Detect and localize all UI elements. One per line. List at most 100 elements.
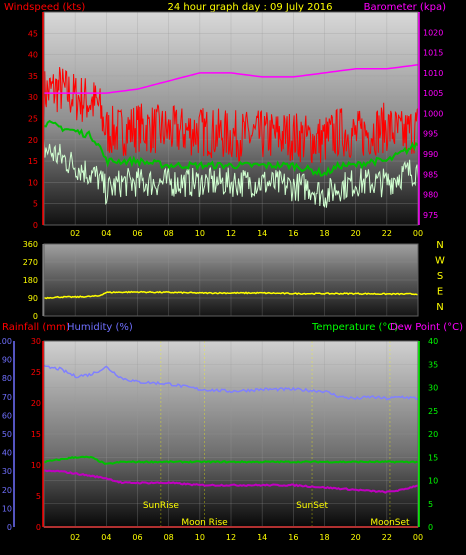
windspeed-tick-label: 35: [28, 72, 38, 81]
dewpoint-axis-title: Dew Point (°C): [390, 322, 463, 333]
barometer-tick-label: 1005: [423, 89, 443, 98]
chart-title: 24 hour graph day : 09 July 2016: [167, 2, 332, 13]
wind-x-tick-label: 04: [101, 229, 111, 238]
climate-x-tick-label: 00: [413, 533, 423, 542]
temperature-tick-label: 5: [428, 500, 433, 509]
wind-x-tick-label: 16: [288, 229, 298, 238]
windspeed-tick-label: 40: [28, 51, 38, 60]
windspeed-tick-label: 45: [28, 29, 38, 38]
climate-x-tick-label: 08: [164, 533, 174, 542]
wind-x-tick-label: 06: [132, 229, 142, 238]
climate-x-tick-label: 18: [319, 533, 329, 542]
wind-panel-series: [43, 63, 419, 208]
rainfall-axis-title: Rainfall (mm): [2, 322, 70, 333]
rainfall-tick-label: 20: [31, 399, 41, 408]
compass-letter: E: [437, 287, 443, 298]
barometer-series: [44, 63, 419, 94]
wind-x-tick-label: 20: [351, 229, 361, 238]
humidity-axis-title: Humidity (%): [67, 322, 133, 333]
barometer-tick-label: 1000: [423, 109, 443, 118]
wind-direction-series: [44, 290, 419, 300]
temperature-tick-label: 40: [428, 337, 438, 346]
climate-x-tick-label: 12: [226, 533, 236, 542]
temperature-tick-label: 20: [428, 430, 438, 439]
wind-panel-ticks: 0510152025303540459759809859909951000100…: [28, 28, 444, 238]
humidity-tick-label: 30: [2, 467, 12, 476]
rainfall-tick-label: 30: [31, 337, 41, 346]
humidity-tick-label: 50: [2, 430, 12, 439]
humidity-tick-label: 40: [2, 449, 12, 458]
climate-x-tick-label: 20: [351, 533, 361, 542]
wind-x-tick-label: 02: [70, 229, 80, 238]
wind-low-series: [43, 138, 419, 208]
climate-x-tick-label: 22: [382, 533, 392, 542]
humidity-tick-label: 90: [2, 356, 12, 365]
direction-tick-label: 90: [28, 294, 38, 303]
wind-x-tick-label: 00: [413, 229, 423, 238]
climate-x-tick-label: 14: [257, 533, 267, 542]
rainfall-tick-label: 10: [31, 461, 41, 470]
climate-x-tick-label: 04: [101, 533, 111, 542]
direction-tick-label: 0: [33, 312, 38, 321]
barometer-tick-label: 985: [423, 170, 438, 179]
rainfall-tick-label: 15: [31, 430, 41, 439]
windspeed-tick-label: 15: [28, 157, 38, 166]
wind-panel-frame: [43, 11, 419, 226]
compass-letter: W: [435, 256, 445, 267]
temperature-axis-title: Temperature (°C): [311, 322, 398, 333]
barometer-tick-label: 1020: [423, 28, 443, 37]
windspeed-axis-title: Windspeed (kts): [4, 2, 85, 13]
temperature-tick-label: 25: [428, 407, 438, 416]
climate-panel-frame: [43, 340, 419, 528]
climate-panel-background: [44, 341, 418, 527]
climate-x-tick-label: 16: [288, 533, 298, 542]
wind-x-tick-label: 12: [226, 229, 236, 238]
climate-panel-grid: [44, 340, 419, 528]
compass-letter: N: [436, 240, 443, 251]
windspeed-tick-label: 0: [33, 221, 38, 230]
barometer-tick-label: 975: [423, 211, 438, 220]
wind-x-tick-label: 22: [382, 229, 392, 238]
temperature-tick-label: 15: [428, 453, 438, 462]
astro-markers: SunRise SunSet Moon Rise MoonSet: [143, 341, 410, 528]
moonrise-label: Moon Rise: [181, 518, 228, 528]
sunrise-label: SunRise: [143, 501, 180, 511]
rainfall-tick-label: 0: [36, 523, 41, 532]
direction-tick-label: 360: [23, 240, 38, 249]
windspeed-tick-label: 20: [28, 136, 38, 145]
windspeed-series: [43, 67, 419, 164]
barometer-tick-label: 1015: [423, 49, 443, 58]
direction-tick-label: 180: [23, 276, 38, 285]
direction-tick-label: 270: [23, 258, 38, 267]
compass-letter: N: [436, 302, 443, 313]
barometer-axis-title: Barometer (kpa): [364, 2, 446, 13]
humidity-tick-label: 80: [2, 374, 12, 383]
direction-panel-series: [44, 290, 419, 300]
wind-x-tick-label: 18: [319, 229, 329, 238]
windspeed-tick-label: 5: [33, 200, 38, 209]
humidity-tick-label: 10: [2, 504, 12, 513]
temperature-tick-label: 35: [428, 360, 438, 369]
temperature-tick-label: 30: [428, 384, 438, 393]
windspeed-tick-label: 30: [28, 93, 38, 102]
humidity-tick-label: 0: [7, 523, 12, 532]
climate-x-tick-label: 10: [195, 533, 205, 542]
humidity-tick-label: 60: [2, 411, 12, 420]
wind-x-tick-label: 14: [257, 229, 267, 238]
barometer-tick-label: 1010: [423, 69, 443, 78]
climate-panel-ticks: 0 5 10 15 20 25 30 35 40 0 5 10 15 20 25 30 0 10 20 30 40 50 6…: [0, 337, 438, 542]
dewpoint-series: [43, 469, 419, 494]
moonset-label: MoonSet: [370, 518, 410, 528]
barometer-tick-label: 995: [423, 130, 438, 139]
windspeed-tick-label: 10: [28, 178, 38, 187]
temperature-tick-label: 0: [428, 523, 433, 532]
temperature-series: [43, 455, 419, 465]
direction-panel-frame: [43, 243, 419, 317]
humidity-tick-label: 20: [2, 486, 12, 495]
temperature-tick-label: 10: [428, 477, 438, 486]
barometer-tick-label: 990: [423, 150, 438, 159]
rainfall-tick-label: 25: [31, 368, 41, 377]
climate-x-tick-label: 02: [70, 533, 80, 542]
